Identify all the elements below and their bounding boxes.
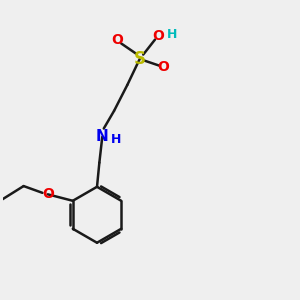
Text: O: O (152, 29, 164, 43)
Text: H: H (167, 28, 177, 41)
Text: O: O (112, 33, 124, 47)
Text: H: H (111, 133, 122, 146)
Text: S: S (134, 50, 146, 68)
Text: N: N (96, 129, 109, 144)
Text: O: O (157, 60, 169, 74)
Text: O: O (42, 187, 54, 201)
